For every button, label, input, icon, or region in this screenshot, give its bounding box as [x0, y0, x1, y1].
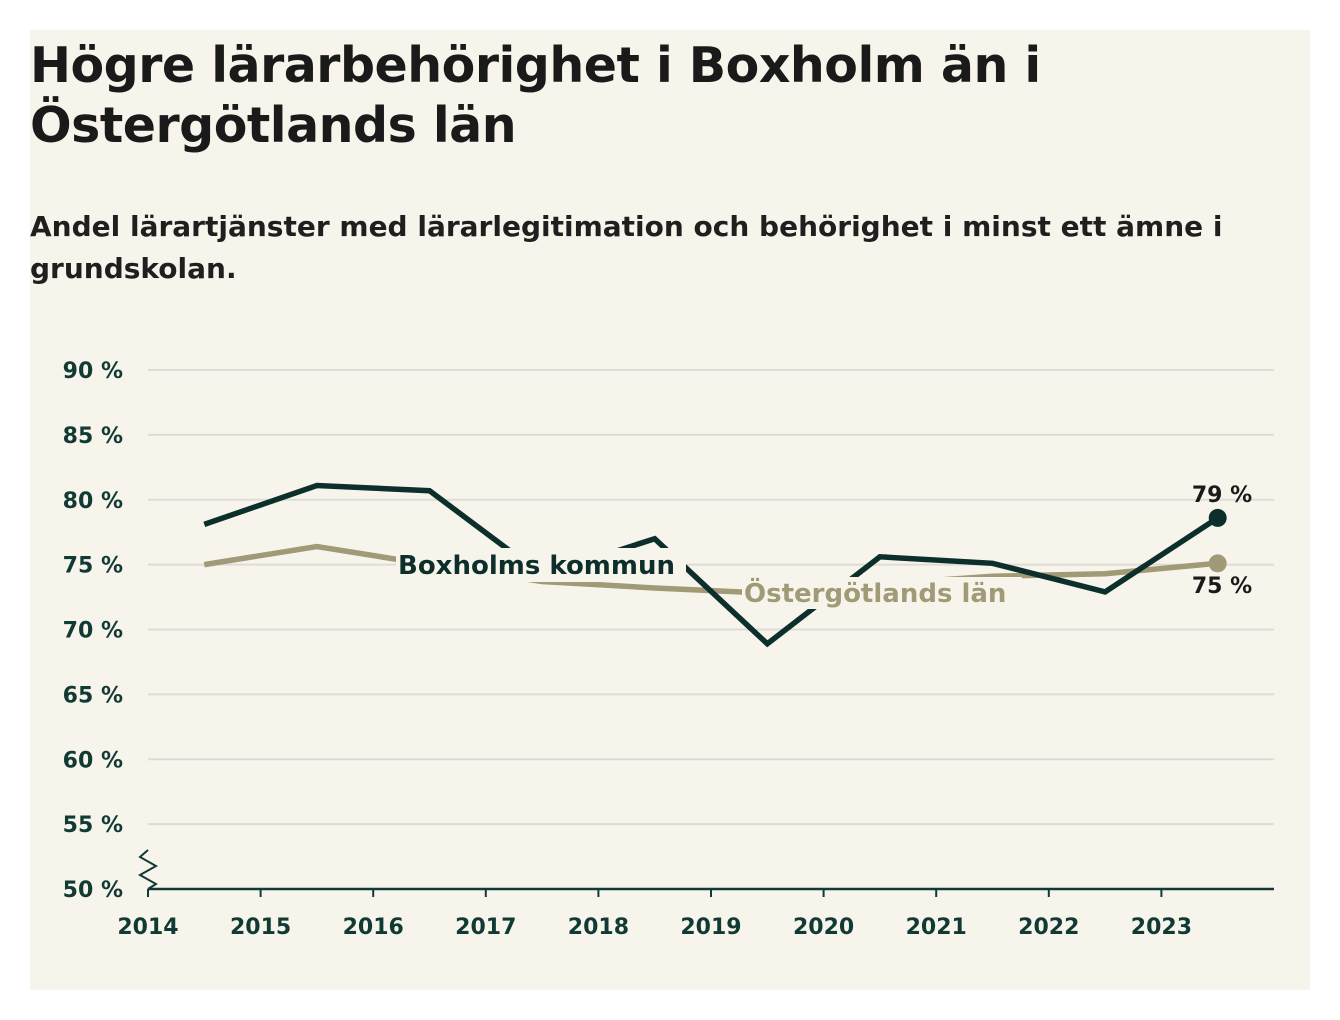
series-lines	[203, 482, 1227, 648]
y-tick-label: 60 %	[63, 748, 123, 773]
y-tick-label: 75 %	[63, 554, 123, 579]
end-value-label-ostergotland: 75 %	[1192, 574, 1252, 599]
end-value-label-boxholm: 79 %	[1192, 483, 1252, 508]
y-tick-label: 55 %	[63, 813, 123, 838]
y-tick-label: 65 %	[63, 683, 123, 708]
series-labels: Boxholms kommun Östergötlands län 79 % 75 %	[396, 483, 1252, 609]
x-tick-label: 2022	[1018, 915, 1079, 940]
label-halo-ostergotland	[742, 577, 1022, 609]
y-tick-label: 70 %	[63, 619, 123, 644]
y-axis-ticks: 90 % 85 % 80 % 75 % 70 % 65 % 60 % 55 % 50 %	[63, 359, 123, 903]
y-tick-label: 80 %	[63, 489, 123, 514]
x-tick-label: 2021	[906, 915, 967, 940]
y-tick-label: 50 %	[63, 878, 123, 903]
y-tick-label: 85 %	[63, 424, 123, 449]
series-line-ostergotland	[203, 543, 1218, 596]
x-tick-label: 2019	[680, 915, 741, 940]
y-tick-label: 90 %	[63, 359, 123, 384]
chart-title: Högre lärarbehörighet i Boxholm än i Öst…	[30, 37, 1041, 154]
end-point-boxholm	[1208, 508, 1227, 527]
x-tick-label: 2018	[568, 915, 629, 940]
x-tick-label: 2017	[455, 915, 516, 940]
series-label-boxholm: Boxholms kommun	[398, 551, 675, 581]
series-line-boxholm	[203, 482, 1220, 648]
axis-break-mark	[137, 849, 159, 890]
chart-subtitle: Andel lärartjänster med lärarlegitimatio…	[30, 210, 1223, 285]
gridlines	[148, 369, 1274, 826]
x-tick-label: 2023	[1131, 915, 1192, 940]
end-point-ostergotland	[1208, 554, 1227, 573]
x-tick-label: 2016	[343, 915, 404, 940]
label-halo-boxholm	[396, 548, 686, 582]
x-tick-label: 2020	[793, 915, 854, 940]
x-tick-label: 2014	[117, 915, 178, 940]
x-tick-label: 2015	[230, 915, 291, 940]
series-label-ostergotland: Östergötlands län	[744, 576, 1006, 609]
x-axis: 2014 2015 2016 2017 2018 2019 2020 2021 2022 2023	[117, 849, 1274, 940]
